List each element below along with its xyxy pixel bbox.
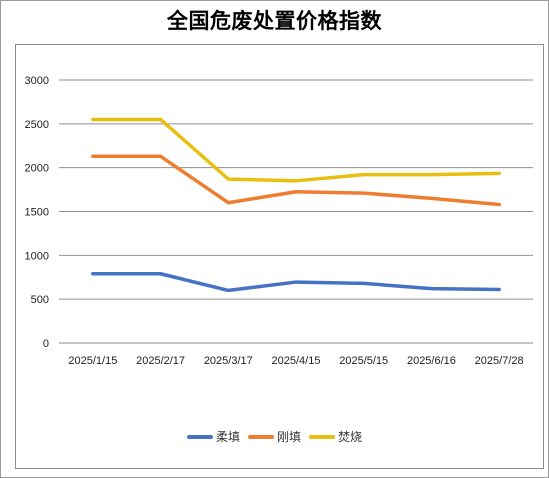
- legend-swatch: [309, 434, 335, 439]
- x-tick-label: 2025/1/15: [68, 355, 117, 367]
- x-tick-label: 2025/6/16: [407, 355, 456, 367]
- legend-label: 柔填: [215, 430, 240, 444]
- series-lines: [91, 117, 501, 293]
- x-tick-label: 2025/2/17: [136, 355, 185, 367]
- legend-swatch: [186, 434, 213, 439]
- legend-item: 刚填: [247, 428, 301, 445]
- legend-item: 柔填: [186, 428, 240, 445]
- y-tick-label: 2000: [25, 163, 49, 175]
- y-axis-ticks: 0 500 1000 1500 2000 2500 3000: [25, 75, 49, 350]
- legend: 柔填 刚填 焚烧: [0, 428, 549, 445]
- x-tick-label: 2025/7/28: [475, 355, 524, 367]
- y-tick-label: 1500: [25, 207, 49, 219]
- x-tick-label: 2025/5/15: [339, 355, 388, 367]
- chart-title: 全国危废处置价格指数: [167, 9, 382, 33]
- y-tick-label: 2500: [25, 119, 49, 131]
- legend-swatch: [247, 434, 274, 439]
- legend-item: 焚烧: [309, 428, 362, 445]
- x-axis-ticks: 2025/1/15 2025/2/17 2025/3/17 2025/4/15 2025…: [68, 355, 523, 367]
- gridlines: [59, 79, 533, 344]
- series-line-3: [91, 117, 501, 183]
- y-tick-label: 3000: [25, 75, 49, 87]
- y-tick-label: 0: [43, 338, 49, 350]
- plot-area: [15, 44, 544, 469]
- y-tick-label: 500: [31, 294, 49, 306]
- y-tick-label: 1000: [25, 250, 49, 262]
- legend-label: 焚烧: [338, 430, 363, 444]
- legend-label: 刚填: [276, 430, 301, 444]
- x-tick-label: 2025/3/17: [204, 355, 253, 367]
- x-tick-label: 2025/4/15: [272, 355, 321, 367]
